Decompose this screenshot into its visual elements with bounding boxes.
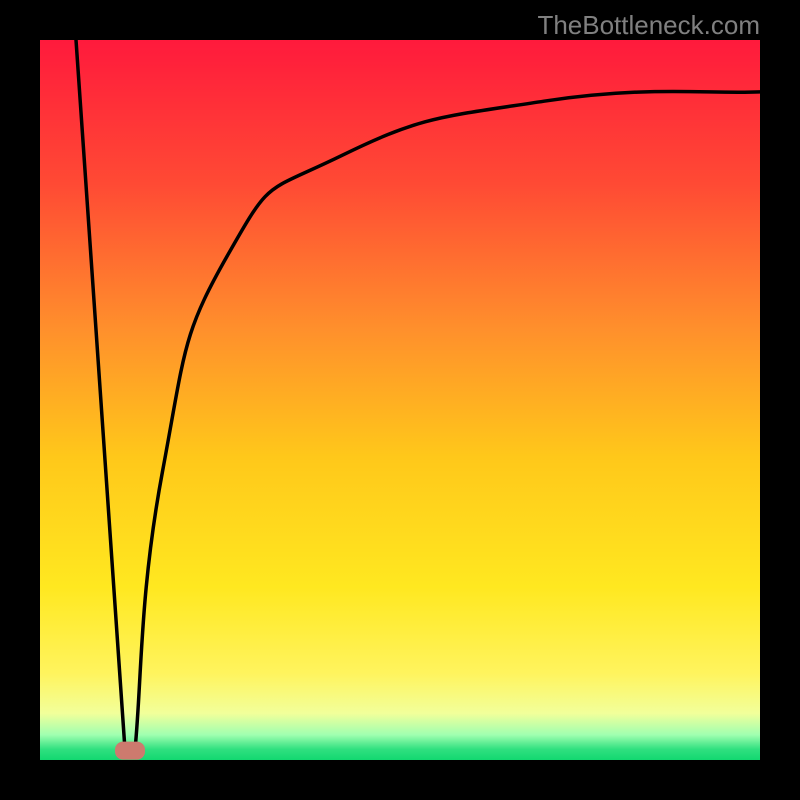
minimum-marker xyxy=(115,742,145,760)
outer-frame: TheBottleneck.com xyxy=(0,0,800,800)
plot-area xyxy=(40,40,760,760)
watermark-text: TheBottleneck.com xyxy=(537,10,760,41)
gradient-background xyxy=(40,40,760,760)
